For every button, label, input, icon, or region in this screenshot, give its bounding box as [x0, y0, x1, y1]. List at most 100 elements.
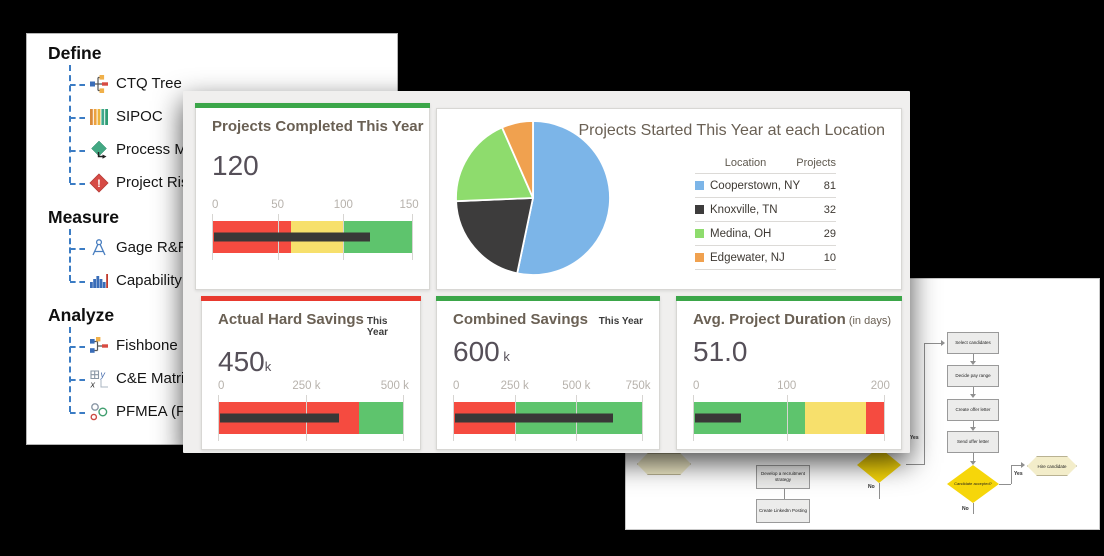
legend-header-projects: Projects	[796, 157, 836, 169]
bullet-measure-bar	[695, 413, 741, 423]
flow-step-send-offer-letter[interactable]: Send offer letter	[947, 431, 999, 453]
kpi-card-avg-project-duration: Avg. Project Duration (in days) 51.0 0 100…	[676, 296, 902, 450]
flow-edge	[973, 387, 974, 394]
arrow-icon	[970, 394, 976, 398]
pie-chart-title: Projects Started This Year at each Locat…	[578, 122, 885, 139]
tree-connector-stub	[70, 83, 85, 86]
legend-location-label: Edgewater, NJ	[710, 251, 785, 264]
legend-swatch	[695, 229, 704, 238]
flow-edge	[879, 483, 880, 499]
axis-tick-line	[642, 395, 643, 441]
tree-connector-stub	[70, 280, 85, 283]
pie-card-projects-started: Projects Started This Year at each Locat…	[436, 108, 902, 290]
legend-row: Edgewater, NJ 10	[695, 245, 836, 270]
card-title: Avg. Project Duration (in days)	[693, 311, 891, 328]
bullet-chart: 0 100 200	[693, 380, 890, 441]
card-title: Actual Hard Savings	[218, 311, 364, 328]
bullet-axis-labels: 0 50 100 150	[212, 199, 419, 214]
kpi-card-projects-completed: Projects Completed This Year 120 0 50 100 1…	[195, 103, 430, 290]
arrow-icon	[970, 361, 976, 365]
legend-header-row: Location Projects	[695, 153, 836, 173]
kpi-value: 450 k	[218, 346, 272, 377]
arrow-icon	[970, 461, 976, 465]
axis-tick-label: 250 k	[500, 380, 529, 392]
flow-step-label: Select candidates	[955, 340, 991, 346]
sidebar-item-project-risk[interactable]: ! Project Risk	[48, 166, 397, 199]
bullet-measure-bar	[220, 413, 339, 423]
axis-tick-line	[693, 395, 694, 441]
card-accent-bar	[195, 103, 430, 108]
flow-step-decide-pay-range[interactable]: Decide pay range	[947, 365, 999, 387]
sidebar-item-ctq-tree[interactable]: CTQ Tree	[48, 67, 397, 100]
legend-location-label: Medina, OH	[710, 227, 772, 240]
flow-step-label: Create LinkedIn Posting	[758, 508, 808, 514]
flow-edge	[924, 343, 941, 344]
axis-tick-label: 200	[870, 380, 890, 392]
flow-edge	[1011, 465, 1021, 466]
sidebar-item-process-map[interactable]: Process Map	[48, 133, 397, 166]
axis-tick-label: 0	[212, 199, 219, 211]
flow-decision-candidate-accepted[interactable]: Candidate accepted?	[947, 465, 999, 503]
flow-edge	[973, 354, 974, 361]
flow-step-select-candidates[interactable]: Select candidates	[947, 332, 999, 354]
flow-terminator-label: Hire candidate	[1037, 463, 1067, 469]
bullet-zone	[358, 402, 404, 434]
tree-group-measure: Measure Gage R&R Capability	[48, 206, 397, 297]
pfmea-icon	[89, 402, 109, 422]
ctq-tree-icon	[89, 74, 109, 94]
tree-connector-stub	[70, 182, 85, 185]
flow-step-create-offer-letter[interactable]: Create offer letter	[947, 399, 999, 421]
tree-item-label: Process Map	[116, 141, 204, 158]
tree-connector-stub	[70, 149, 85, 152]
dashboard-panel: Projects Completed This Year 120 0 50 100 1…	[183, 91, 910, 453]
svg-text:!: !	[97, 178, 101, 190]
sidebar-item-sipoc[interactable]: SIPOC	[48, 100, 397, 133]
card-title: Combined Savings	[453, 311, 589, 328]
legend-projects-value: 32	[823, 203, 836, 216]
kpi-card-actual-hard-savings: Actual Hard Savings This Year 450 k 0 250 …	[201, 296, 421, 450]
axis-tick-line	[453, 395, 454, 441]
tree-item-label: CTQ Tree	[116, 75, 182, 92]
flow-step-label: Decide pay range	[955, 373, 991, 379]
tree-item-label: SIPOC	[116, 108, 163, 125]
card-period-label: This Year	[598, 316, 643, 327]
sipoc-icon	[89, 107, 109, 127]
bullet-band	[218, 395, 404, 441]
kpi-card-combined-savings: Combined Savings This Year 600 k 0 250 k 5…	[436, 296, 660, 450]
flow-step-develop-recruitment-strategy[interactable]: Develop a recruitment strategy	[756, 465, 810, 489]
kpi-value: 51.0	[693, 336, 748, 367]
legend-row: Cooperstown, NY 81	[695, 173, 836, 197]
kpi-value: 120	[212, 150, 259, 181]
sidebar-item-fishbone[interactable]: Fishbone	[48, 329, 397, 362]
pie-slice-cooperstown-ny	[516, 120, 611, 276]
sidebar-item-c-e-matrix[interactable]: y x C&E Matrix	[48, 362, 397, 395]
flow-step-label: Send offer letter	[957, 439, 989, 445]
tree-connector-stub	[70, 116, 85, 119]
legend-header-location: Location	[724, 157, 767, 169]
tree-connector-line	[69, 229, 71, 281]
legend-location-label: Cooperstown, NY	[710, 179, 801, 192]
bullet-axis-labels: 0 250 k 500 k 750k	[453, 380, 651, 395]
tree-connector-stub	[70, 411, 85, 414]
bullet-zone	[866, 402, 885, 434]
sidebar-item-gage-r-r[interactable]: Gage R&R	[48, 231, 397, 264]
axis-tick-label: 500 k	[562, 380, 591, 392]
axis-tick-line	[884, 395, 885, 441]
arrow-icon	[941, 340, 945, 346]
legend-row: Knoxville, TN 32	[695, 197, 836, 221]
project-risk-icon: !	[89, 172, 109, 193]
sidebar-item-capability[interactable]: Capability	[48, 264, 397, 297]
axis-tick-label: 500 k	[380, 380, 409, 392]
bullet-band	[453, 395, 643, 441]
flow-terminator-partial[interactable]	[637, 453, 691, 475]
tree-connector-stub	[70, 247, 85, 250]
card-period-label: This Year	[366, 316, 389, 338]
legend-projects-value: 10	[823, 251, 836, 264]
tree-connector-line	[69, 65, 71, 183]
flow-terminator-hire-candidate[interactable]: Hire candidate	[1027, 456, 1077, 476]
edge-label-yes: Yes	[1014, 471, 1023, 477]
axis-tick-label: 0	[453, 380, 460, 392]
axis-tick-label: 250 k	[292, 380, 321, 392]
axis-tick-label: 150	[399, 199, 419, 211]
flow-step-create-linkedin-posting[interactable]: Create LinkedIn Posting	[756, 499, 810, 523]
